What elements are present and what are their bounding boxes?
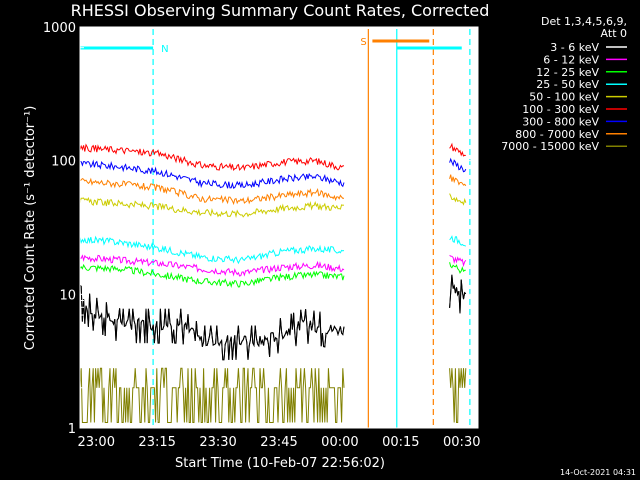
- legend-label-9: 7000 - 15000 keV: [501, 140, 599, 153]
- x-tick-label-5: 00:00: [321, 435, 358, 450]
- legend-header-2: Att 0: [601, 27, 627, 40]
- flag-label-2: S: [360, 37, 366, 48]
- x-tick-label-1: 23:00: [78, 435, 115, 450]
- series-line-1-segment-2-shadow: [449, 274, 467, 314]
- flag-label-1: N: [161, 44, 168, 55]
- series-line-3-segment-2: [449, 262, 466, 274]
- y-axis-label: Corrected Count Rate (s⁻¹ detector⁻¹): [23, 106, 38, 351]
- series-line-5-segment-2: [449, 193, 467, 206]
- legend-label-8: 800 - 7000 keV: [515, 128, 599, 141]
- series-line-6-segment-1: [79, 143, 345, 172]
- y-tick-label-4: 1000: [43, 21, 76, 36]
- series-line-2-segment-1: [79, 254, 345, 277]
- legend-label-1: 3 - 6 keV: [550, 41, 599, 54]
- timestamp: 14-Oct-2021 04:31: [560, 468, 636, 477]
- series-line-9-segment-1: [79, 367, 345, 423]
- series-line-2-segment-2: [449, 254, 467, 268]
- x-tick-label-2: 23:15: [138, 435, 175, 450]
- x-tick-label-6: 00:15: [382, 435, 419, 450]
- series-line-8-segment-2: [449, 174, 467, 187]
- series-line-4-segment-2: [449, 235, 466, 247]
- series-line-4-segment-1: [79, 235, 345, 265]
- y-tick-label-1: 1: [68, 422, 76, 437]
- legend-label-3: 12 - 25 keV: [536, 66, 599, 79]
- chart-title: RHESSI Observing Summary Count Rates, Co…: [71, 1, 490, 20]
- series-line-7-segment-1: [79, 159, 345, 189]
- plot-area: [80, 27, 478, 428]
- legend-label-2: 6 - 12 keV: [543, 53, 599, 66]
- legend-label-4: 25 - 50 keV: [536, 78, 599, 91]
- series-line-5-segment-1: [79, 196, 345, 219]
- legend-header-1: Det 1,3,4,5,6,9,: [541, 15, 627, 28]
- legend-label-6: 100 - 300 keV: [522, 103, 599, 116]
- series-line-6-segment-2: [449, 142, 466, 157]
- legend-label-5: 50 - 100 keV: [529, 91, 599, 104]
- x-axis-label: Start Time (10-Feb-07 22:56:02): [175, 456, 385, 471]
- series-line-1-segment-1-shadow: [79, 284, 345, 361]
- series-line-9-segment-2: [449, 368, 467, 423]
- series-line-3-segment-1: [79, 263, 345, 289]
- x-tick-label-7: 00:30: [443, 435, 480, 450]
- x-tick-label-3: 23:30: [199, 435, 236, 450]
- y-tick-label-3: 100: [51, 155, 76, 170]
- series-line-8-segment-1: [79, 177, 345, 206]
- legend-label-7: 300 - 800 keV: [522, 115, 599, 128]
- y-tick-label-2: 10: [59, 288, 76, 303]
- x-tick-label-4: 23:45: [260, 435, 297, 450]
- series-line-7-segment-2: [449, 157, 467, 173]
